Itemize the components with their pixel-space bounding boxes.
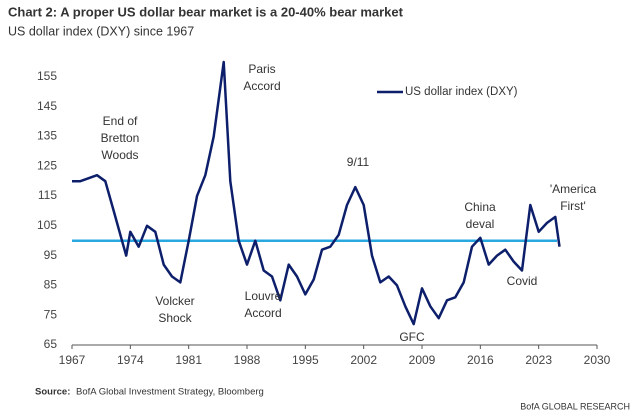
y-tick-label: 95 xyxy=(44,248,58,262)
annotation: 'America xyxy=(550,182,597,196)
y-tick-label: 65 xyxy=(44,337,58,351)
annotation: End of xyxy=(103,114,138,128)
annotation: Shock xyxy=(158,311,192,325)
x-tick-label: 1974 xyxy=(117,353,144,367)
y-tick-label: 125 xyxy=(37,158,57,172)
x-tick-label: 2002 xyxy=(350,353,377,367)
annotation: 9/11 xyxy=(347,155,370,169)
y-tick-label: 145 xyxy=(37,99,57,113)
chart-title: Chart 2: A proper US dollar bear market … xyxy=(8,4,404,19)
y-tick-label: 75 xyxy=(44,307,58,321)
x-tick-label: 2016 xyxy=(467,353,494,367)
annotation: Woods xyxy=(101,148,138,162)
source-label: Source: xyxy=(35,387,70,398)
legend-label: US dollar index (DXY) xyxy=(405,86,518,98)
x-tick-label: 1967 xyxy=(59,353,86,367)
x-tick-label: 2023 xyxy=(525,353,552,367)
x-tick-label: 1988 xyxy=(234,353,261,367)
chart-subtitle: US dollar index (DXY) since 1967 xyxy=(8,24,194,38)
data-line xyxy=(72,60,561,326)
y-tick-label: 135 xyxy=(37,129,57,143)
x-tick-label: 1981 xyxy=(175,353,202,367)
y-tick-label: 85 xyxy=(44,278,58,292)
annotation: Volcker xyxy=(155,294,194,308)
annotation: Accord xyxy=(244,306,281,320)
y-tick-label: 155 xyxy=(37,69,57,83)
annotation: Covid xyxy=(507,274,538,288)
annotation: Bretton xyxy=(101,131,140,145)
x-tick-label: 2009 xyxy=(409,353,436,367)
annotation: Louvre xyxy=(245,289,282,303)
source: BofA Global Investment Strategy, Bloombe… xyxy=(76,387,264,398)
annotation: GFC xyxy=(399,330,425,344)
annotation: Accord xyxy=(243,79,280,93)
annotation: China xyxy=(464,200,496,214)
x-tick-label: 2030 xyxy=(584,353,611,367)
annotation: First' xyxy=(560,199,586,213)
y-tick-label: 115 xyxy=(38,188,57,202)
y-tick-label: 105 xyxy=(37,218,57,232)
brand: BofA GLOBAL RESEARCH xyxy=(520,401,630,411)
x-tick-label: 1995 xyxy=(292,353,319,367)
annotation: deval xyxy=(466,217,495,231)
annotation: Paris xyxy=(248,62,275,76)
